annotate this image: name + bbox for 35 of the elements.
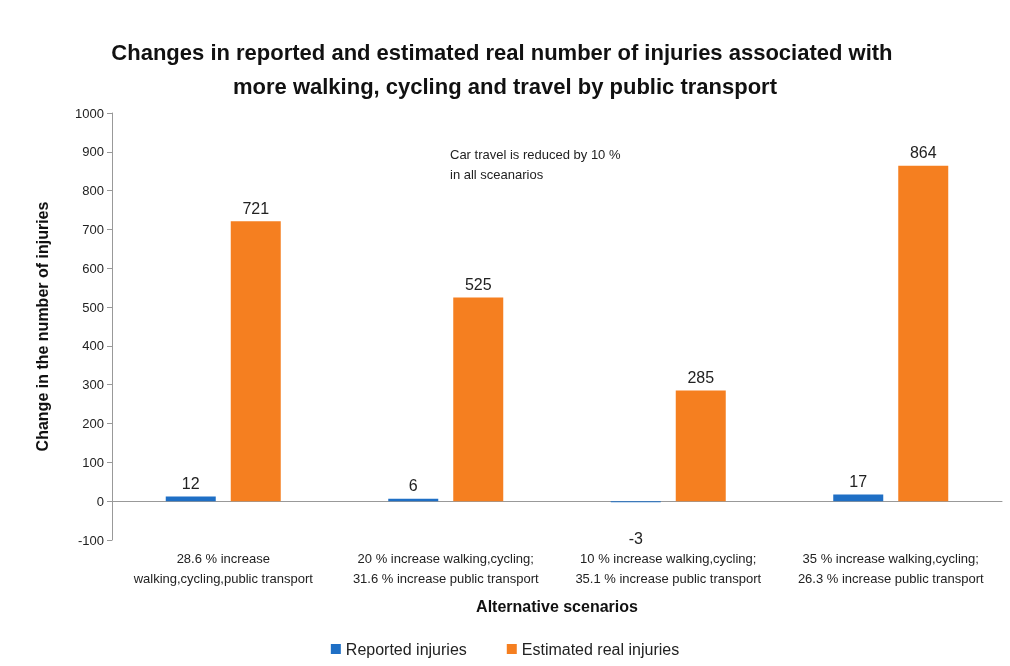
- legend-label: Reported injuries: [345, 640, 467, 658]
- y-tick-label: 200: [82, 416, 104, 432]
- x-tick-label: 20 % increase walking,cycling; 31.6 % increase public transport: [352, 550, 539, 586]
- y-tick-label: 500: [82, 299, 104, 315]
- annotation: Car travel is reduced by 10 % in all sceanarios: [450, 146, 621, 182]
- chart-title: Changes in reported and estimated real number of injuries associated with more walking, cycling and travel by public transport: [111, 39, 899, 99]
- y-tick-label: 300: [82, 377, 104, 393]
- x-tick-label: 10 % increase walking,cycling; 35.1 % increase public transport: [575, 550, 762, 586]
- data-label: 285: [687, 369, 715, 387]
- x-axis-title: Alternative scenarios: [476, 597, 639, 615]
- bar: [453, 297, 504, 502]
- x-tick-label: 28.6 % increase walking,cycling,public transport: [132, 550, 314, 586]
- y-tick-label: 800: [82, 183, 104, 199]
- y-tick-label: 1000: [75, 105, 104, 121]
- y-tick-label: 600: [82, 260, 104, 276]
- data-label: -3: [628, 529, 643, 547]
- y-tick-label: 900: [82, 144, 104, 160]
- y-tick-label: 0: [96, 493, 104, 509]
- data-label: 17: [849, 473, 868, 491]
- y-tick-label: 400: [82, 338, 104, 354]
- bar: [898, 165, 949, 502]
- x-tick-label: 35 % increase walking,cycling; 26.3 % increase public transport: [797, 550, 984, 586]
- bar: [230, 221, 281, 502]
- y-tick-label: 700: [82, 221, 104, 237]
- bar: [675, 390, 726, 502]
- legend-label: Estimated real injuries: [521, 640, 680, 658]
- bar: [833, 494, 884, 502]
- y-axis-title: Change in the number of injuries: [33, 201, 51, 452]
- data-label: 864: [909, 144, 937, 162]
- y-tick-label: -100: [77, 532, 104, 548]
- data-label: 525: [464, 275, 492, 293]
- y-tick-label: 100: [82, 454, 104, 470]
- data-label: 12: [181, 475, 200, 493]
- data-label: 721: [242, 199, 270, 217]
- data-label: 6: [408, 477, 418, 495]
